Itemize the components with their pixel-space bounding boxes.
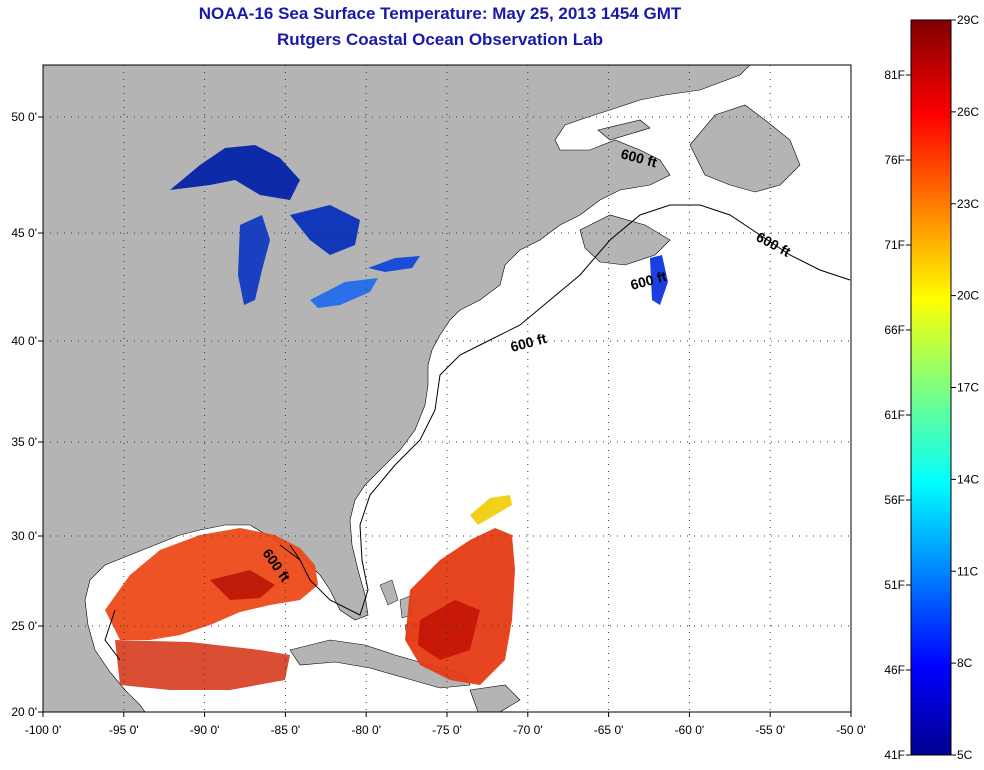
land-newfoundland xyxy=(689,104,801,193)
colorbar-celsius-label: 5C xyxy=(957,748,973,762)
colorbar-celsius-label: 23C xyxy=(957,197,979,211)
colorbar-celsius-label: 8C xyxy=(957,656,973,670)
lon-tick-label: -70 0' xyxy=(513,723,543,737)
colorbar-celsius-label: 26C xyxy=(957,105,979,119)
lon-tick-label: -100 0' xyxy=(25,723,61,737)
colorbar-fahrenheit-label: 41F xyxy=(884,748,905,762)
longitude-axis: -100 0' -95 0' -90 0' -85 0' -80 0' -75 0' -70… xyxy=(25,712,866,737)
lat-tick-label: 25 0' xyxy=(11,619,37,633)
lon-tick-label: -60 0' xyxy=(675,723,705,737)
colorbar-celsius-label: 20C xyxy=(957,289,979,303)
lon-tick-label: -90 0' xyxy=(190,723,220,737)
land-anticosti xyxy=(597,119,651,141)
lake-erie xyxy=(310,278,378,308)
colorbar-fahrenheit-label: 71F xyxy=(884,238,905,252)
colorbar-fahrenheit-labels: 81F 76F 71F 66F 61F 56F 51F 46F 41F xyxy=(884,68,911,762)
colorbar-fahrenheit-label: 46F xyxy=(884,663,905,677)
colorbar-fahrenheit-label: 51F xyxy=(884,578,905,592)
lon-tick-label: -75 0' xyxy=(432,723,462,737)
lat-tick-label: 30 0' xyxy=(11,529,37,543)
land-north-america xyxy=(43,65,751,712)
sst-gulf-of-mexico xyxy=(105,528,318,640)
lon-tick-label: -80 0' xyxy=(351,723,381,737)
sst-gulf-south-band xyxy=(115,640,290,690)
lon-tick-label: -95 0' xyxy=(109,723,139,737)
colorbar-celsius-labels: 29C 26C 23C 20C 17C 14C 11C 8C 5C xyxy=(951,13,979,762)
colorbar-fahrenheit-label: 61F xyxy=(884,408,905,422)
land-cuba xyxy=(289,639,471,689)
map-title: NOAA-16 Sea Surface Temperature: May 25,… xyxy=(198,4,682,23)
colorbar xyxy=(910,19,952,756)
colorbar-celsius-label: 11C xyxy=(957,564,978,578)
contour-600ft xyxy=(104,204,851,661)
sst-loop-current-warm xyxy=(210,570,275,600)
lon-tick-label: -85 0' xyxy=(271,723,301,737)
lat-tick-label: 50 0' xyxy=(11,110,37,124)
lon-tick-label: -65 0' xyxy=(594,723,624,737)
colorbar-fahrenheit-label: 76F xyxy=(884,153,905,167)
lat-tick-label: 20 0' xyxy=(11,705,37,719)
sst-atlantic-north-yellow xyxy=(470,495,512,525)
colorbar-celsius-label: 14C xyxy=(957,472,979,486)
colorbar-fahrenheit-label: 66F xyxy=(884,323,905,337)
land-hispaniola xyxy=(469,684,521,712)
lake-ontario xyxy=(368,256,420,272)
map-subtitle: Rutgers Coastal Ocean Observation Lab xyxy=(277,30,603,49)
lat-tick-label: 40 0' xyxy=(11,334,37,348)
lake-michigan xyxy=(238,215,270,305)
lake-huron xyxy=(290,205,360,255)
lon-tick-label: -50 0' xyxy=(836,723,866,737)
colorbar-fahrenheit-label: 56F xyxy=(884,493,905,507)
colorbar-celsius-label: 17C xyxy=(957,381,979,395)
lake-superior xyxy=(170,145,300,200)
colorbar-fahrenheit-label: 81F xyxy=(884,68,905,82)
lon-tick-label: -55 0' xyxy=(755,723,785,737)
graticule-grid xyxy=(43,65,851,712)
sst-scotian-shelf xyxy=(650,255,668,305)
sst-atlantic-warm-core xyxy=(418,600,480,660)
latitude-axis: 50 0' 45 0' 40 0' 35 0' 30 0' 25 0' 20 0' xyxy=(11,110,43,719)
lat-tick-label: 45 0' xyxy=(11,226,37,240)
colorbar-celsius-label: 29C xyxy=(957,13,979,27)
lat-tick-label: 35 0' xyxy=(11,435,37,449)
land-nova-scotia xyxy=(579,214,671,266)
